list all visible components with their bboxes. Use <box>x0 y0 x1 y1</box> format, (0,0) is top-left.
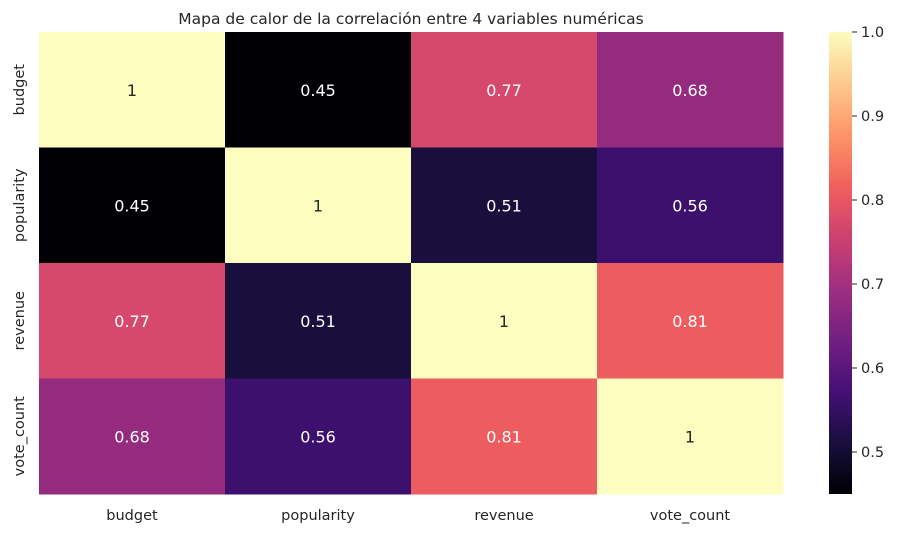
heatmap-cell <box>411 378 598 495</box>
heatmap-cell <box>39 263 226 379</box>
cell-value-label: 0.51 <box>300 312 336 331</box>
y-tick-label: revenue <box>12 291 28 350</box>
cell-value-label: 1 <box>499 312 509 331</box>
chart-title: Mapa de calor de la correlación entre 4 … <box>178 10 643 28</box>
colorbar-tick-label: 0.7 <box>861 277 884 293</box>
cell-value-label: 1 <box>127 81 137 100</box>
heatmap-cells: 1 0.45 0.77 0.68 0.45 1 0.51 0.56 0.77 0.51 1 0.81 0… <box>39 32 784 495</box>
cell-value-label: 0.81 <box>486 427 522 446</box>
heatmap-cell <box>225 378 412 495</box>
x-tick-labels: budget popularity revenue vote_count <box>106 508 730 524</box>
cell-value-label: 1 <box>685 427 695 446</box>
heatmap-cell <box>411 263 598 379</box>
heatmap-cell <box>39 32 226 148</box>
cell-value-label: 0.77 <box>486 81 522 100</box>
x-tick-label: vote_count <box>650 508 731 524</box>
colorbar-tick-labels: 0.5 0.6 0.7 0.8 0.9 1.0 <box>852 25 884 461</box>
heatmap-cell <box>225 147 412 264</box>
heatmap-cell <box>597 378 784 495</box>
colorbar-tick-label: 0.5 <box>861 445 884 461</box>
cell-value-label: 0.77 <box>114 312 150 331</box>
cell-value-label: 0.56 <box>300 427 336 446</box>
y-tick-label: vote_count <box>12 396 28 477</box>
heatmap-cell <box>39 147 226 264</box>
heatmap-cell <box>39 378 226 495</box>
x-tick-label: budget <box>106 508 158 524</box>
colorbar <box>829 32 852 494</box>
cell-value-label: 0.68 <box>672 81 708 100</box>
colorbar-tick-label: 0.9 <box>861 109 884 125</box>
colorbar-tick-label: 0.8 <box>861 193 884 209</box>
heatmap-cell <box>225 263 412 379</box>
colorbar-tick-label: 0.6 <box>861 361 884 377</box>
y-tick-label: budget <box>12 64 28 116</box>
heatmap-cell <box>411 147 598 264</box>
heatmap-cell <box>411 32 598 148</box>
cell-value-label: 0.51 <box>486 196 522 215</box>
heatmap-cell <box>225 32 412 148</box>
x-tick-label: revenue <box>474 508 533 524</box>
cell-value-label: 0.45 <box>114 196 150 215</box>
heatmap-cell <box>597 263 784 379</box>
cell-value-label: 1 <box>313 196 323 215</box>
cell-value-label: 0.68 <box>114 427 150 446</box>
cell-value-label: 0.81 <box>672 312 708 331</box>
heatmap-cell <box>597 32 784 148</box>
x-tick-label: popularity <box>281 508 355 524</box>
cell-value-label: 0.56 <box>672 196 708 215</box>
y-tick-label: popularity <box>12 168 28 242</box>
colorbar-tick-label: 1.0 <box>861 25 884 41</box>
cell-value-label: 0.45 <box>300 81 336 100</box>
y-tick-labels: budget popularity revenue vote_count <box>12 64 28 477</box>
heatmap-cell <box>597 147 784 264</box>
